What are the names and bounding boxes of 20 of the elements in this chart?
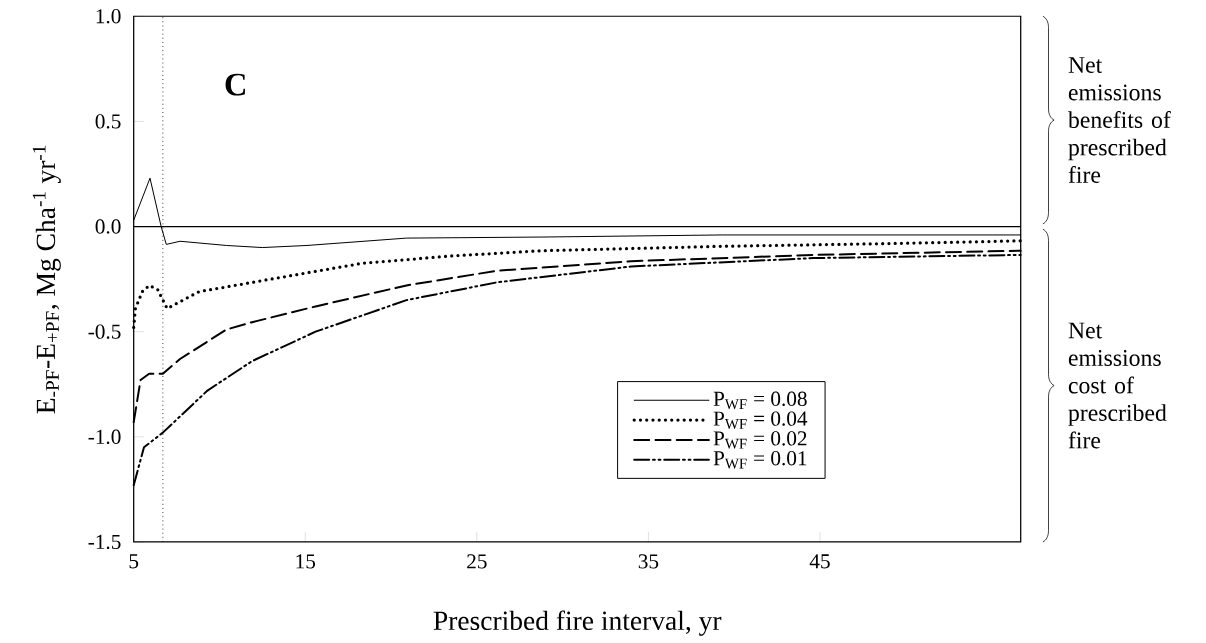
x-axis-title: Prescribed fire interval, yr [433,610,722,636]
legend-label: P$_{WF}$ = 0.01 [713,451,807,469]
y-tick-label: 0.0 [95,219,121,234]
x-tick-label: 45 [809,554,830,569]
annotation: C [225,73,245,96]
x-tick-label: 25 [467,554,487,569]
x-tick-label: 35 [638,554,659,569]
y-axis-title: E$_{-PF}$-E$_{+PF}$, Mg Cha$^{-1}$ yr$^{-1}$ [32,145,61,414]
legend-label: P$_{WF}$ = 0.04 [713,411,808,430]
y-tick-label: -1.5 [88,534,121,550]
legend-label: P$_{WF}$ = 0.08 [713,391,807,410]
y-tick-label: -0.5 [88,324,121,339]
y-tick-label: -1.0 [88,429,121,445]
y-tick-label: 1.0 [96,9,121,24]
text: Net emissions cost of prescribed fire [1068,322,1167,449]
x-tick-label: 15 [296,554,316,569]
x-tick-label: 5 [129,554,139,569]
text: Net emissions benefits of prescribed fire [1067,57,1171,184]
legend-label: P$_{WF}$ = 0.02 [713,431,807,449]
y-tick-label: 0.5 [95,114,121,129]
